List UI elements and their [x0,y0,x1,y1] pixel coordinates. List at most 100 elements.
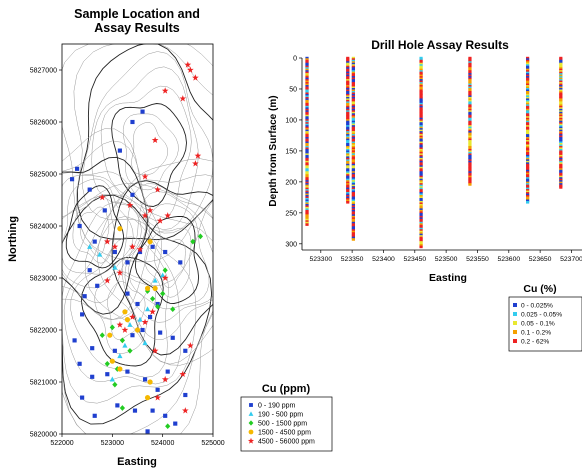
right-y-tick-label: 300 [285,241,297,248]
assay-interval [346,150,350,154]
assay-interval [305,169,309,173]
assay-interval [351,229,355,232]
right-data-marks [305,56,563,249]
assay-interval [526,68,530,72]
assay-interval [351,73,355,76]
assay-interval [346,77,350,81]
assay-interval [468,68,472,72]
sample-point [147,379,153,385]
sample-point [116,269,124,276]
assay-interval [468,157,472,161]
assay-interval [468,113,472,116]
assay-interval [468,148,472,152]
assay-interval [351,224,355,228]
assay-interval [305,205,309,209]
assay-interval [468,132,472,136]
sample-point [163,413,168,418]
assay-interval [419,205,423,209]
assay-interval [305,105,309,109]
assay-interval [419,157,423,161]
assay-interval [305,95,309,99]
sample-point [179,370,187,378]
sample-point [142,340,148,346]
assay-interval [526,141,530,145]
assay-interval [351,111,355,115]
contour-line [82,51,213,234]
assay-interval [305,156,309,159]
assay-interval [351,114,355,118]
assay-interval [351,137,355,140]
sample-point [116,321,124,328]
legend-marker [513,303,517,307]
sample-point [152,285,158,291]
assay-interval [346,175,350,179]
assay-interval [419,85,423,88]
sample-point [112,348,117,353]
sample-point [154,186,161,193]
assay-interval [346,189,350,192]
assay-interval [419,128,423,131]
assay-interval [419,107,423,110]
assay-interval [346,71,350,75]
assay-interval [419,59,423,63]
sample-point [82,294,87,299]
assay-interval [526,107,530,110]
assay-interval [468,125,472,128]
sample-point [127,347,133,354]
assay-interval [526,186,530,189]
assay-interval [526,196,530,200]
assay-interval [526,175,530,179]
assay-interval [526,90,530,94]
assay-interval [351,90,355,94]
assay-interval [419,137,423,140]
assay-interval [468,163,472,167]
assay-interval [419,67,423,70]
assay-interval [559,140,563,143]
assay-interval [305,108,309,112]
assay-interval [351,101,355,104]
contour-line [111,180,213,356]
assay-interval [305,92,309,96]
assay-interval [526,73,530,76]
left-y-tick-label: 5825000 [30,172,57,179]
assay-interval [526,58,530,61]
assay-interval [305,199,309,203]
assay-interval [526,101,530,104]
contour-line [62,128,162,320]
assay-interval [419,239,423,243]
assay-interval [419,86,423,90]
assay-interval [305,77,309,81]
assay-interval [559,171,563,174]
assay-interval [305,177,309,180]
assay-interval [351,218,355,222]
contour-line [85,158,213,366]
sample-point [92,413,97,418]
legend-marker [249,403,253,407]
assay-interval [468,98,472,102]
assay-interval [351,138,355,142]
sample-point [117,148,122,153]
assay-interval [305,134,309,137]
contour-line [72,195,115,264]
assay-interval [346,147,350,151]
assay-interval [351,180,355,183]
assay-interval [351,175,355,179]
assay-interval [419,145,423,149]
legend-label: 0.1 - 0.2% [521,329,551,336]
assay-interval [351,141,355,145]
assay-interval [346,80,350,84]
right-x-tick-label: 523550 [466,256,489,263]
right-y-tick-label: 200 [285,179,297,186]
assay-interval [305,214,309,217]
assay-interval [559,132,563,136]
assay-interval [468,102,472,106]
assay-interval [346,137,350,140]
sample-point [158,330,163,335]
sample-point [117,226,123,232]
cu-pct-legend-title: Cu (%) [523,283,556,295]
assay-interval [351,217,355,220]
assay-interval [351,190,355,194]
assay-interval [468,85,472,88]
assay-interval [305,215,309,219]
